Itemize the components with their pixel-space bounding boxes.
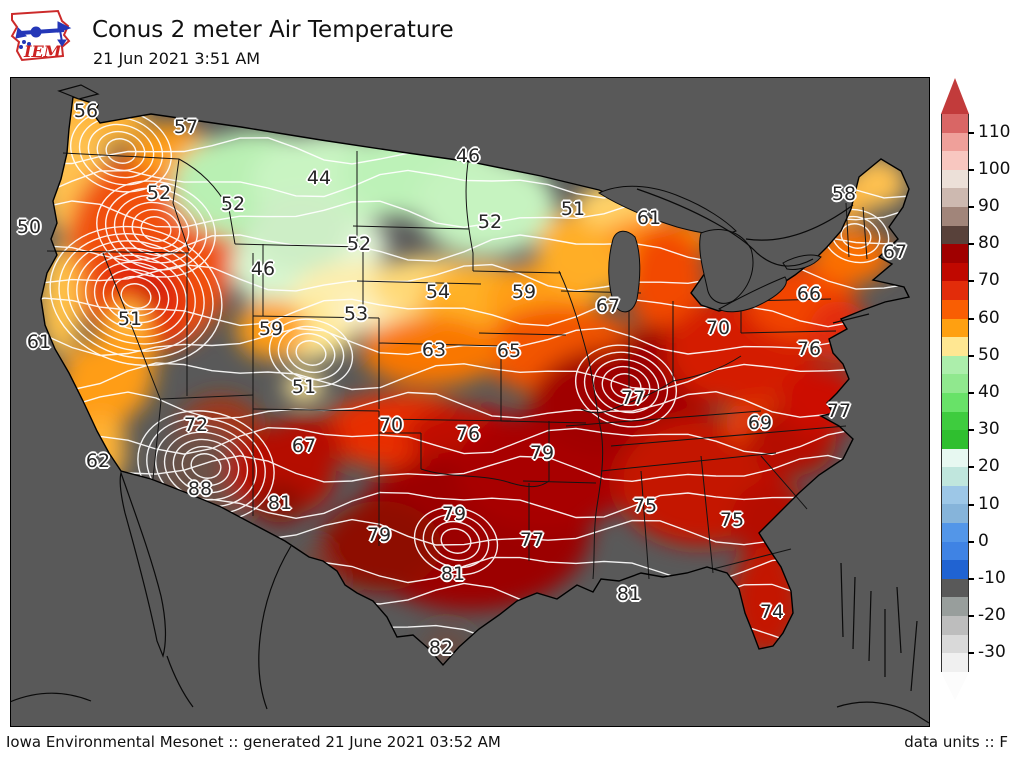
colorbar-lower-arrow [941, 672, 969, 700]
colorbar-tick-label: 20 [978, 456, 1000, 477]
iowa-outline [10, 9, 71, 62]
colorbar-segment [942, 653, 968, 672]
colorbar-tickmark [968, 578, 974, 580]
colorbar-segment [942, 114, 968, 133]
colorbar-tick-label: 30 [978, 419, 1000, 440]
footer-units: data units :: F [904, 733, 1008, 751]
colorbar-segment [942, 169, 968, 189]
colorbar-segment [942, 411, 968, 431]
colorbar-segment [942, 281, 968, 300]
colorbar-segment [942, 244, 968, 263]
colorbar-segment [942, 188, 968, 207]
colorbar-tick-label: 110 [978, 121, 1011, 142]
colorbar-tick-label: 10 [978, 493, 1000, 514]
map-canvas [11, 78, 929, 726]
colorbar-tick-label: -20 [978, 605, 1006, 626]
page-title: Conus 2 meter Air Temperature [92, 17, 454, 43]
colorbar-segment [942, 467, 968, 486]
colorbar-segment [942, 299, 968, 319]
colorbar-segment [942, 485, 968, 505]
colorbar-segment [942, 318, 968, 338]
colorbar-tickmark [968, 503, 974, 506]
colorbar-tick-label: 60 [978, 307, 1000, 328]
colorbar-tickmark [968, 429, 974, 432]
colorbar-tick-label: 50 [978, 344, 1000, 365]
colorbar-tickmark [968, 317, 974, 320]
colorbar-tick-label: 40 [978, 382, 1000, 402]
colorbar-segment [942, 355, 968, 375]
colorbar-segment [942, 634, 968, 654]
colorbar-segment [942, 448, 968, 468]
colorbar-tick-label: 90 [978, 196, 1000, 216]
colorbar-segment [942, 578, 968, 598]
weather-vane-icon [15, 21, 72, 49]
colorbar-tickmark [968, 540, 974, 543]
colorbar-tickmark [968, 652, 974, 655]
colorbar-tickmark [968, 354, 974, 357]
colorbar-tickmark [968, 168, 974, 171]
colorbar-tickmark [968, 466, 974, 469]
state-borders [46, 151, 868, 580]
colorbar-tick-label: 0 [978, 530, 989, 551]
colorbar-segment [942, 151, 968, 170]
logo-text: IEM [23, 42, 63, 61]
footer-credit: Iowa Environmental Mesonet :: generated … [6, 733, 501, 751]
colorbar-segment [942, 337, 968, 356]
colorbar-tickmark [968, 131, 974, 134]
colorbar-segment [942, 430, 968, 449]
colorbar-tickmark [968, 243, 974, 246]
colorbar-tick-label: 80 [978, 233, 1000, 254]
colorbar-segment [942, 225, 968, 245]
colorbar-tick-label: -10 [978, 568, 1006, 588]
colorbar-segment [942, 374, 968, 393]
great-lakes [597, 185, 822, 313]
colorbar-segment [942, 206, 968, 226]
colorbar-tickmark [968, 392, 974, 394]
colorbar-tickmark [968, 615, 974, 618]
conus-temperature-map: 56 57 46 44 52 58 52 51 61 52 50 52 67 46 54 59 66 67 53 51… [10, 77, 930, 727]
valid-timestamp: 21 Jun 2021 3:51 AM [93, 49, 261, 68]
colorbar-segment [942, 597, 968, 617]
colorbar-segment [942, 504, 968, 524]
canada-mexico-outlines [11, 84, 929, 724]
colorbar-segment [942, 523, 968, 542]
colorbar-tick-label: 100 [978, 158, 1011, 179]
colorbar-segment [942, 262, 968, 282]
colorbar-segment [942, 560, 968, 579]
colorbar-tick-label: 70 [978, 270, 1000, 291]
colorbar-tickmark [968, 280, 974, 283]
colorbar-tickmark [968, 206, 974, 208]
colorbar-segment [942, 616, 968, 635]
colorbar-segment [942, 392, 968, 412]
colorbar-segment [942, 132, 968, 152]
colorbar-tick-label: -30 [978, 642, 1006, 663]
colorbar [941, 114, 969, 672]
iem-logo: IEM [10, 9, 72, 62]
colorbar-upper-arrow [941, 78, 969, 114]
colorbar-segment [942, 541, 968, 561]
